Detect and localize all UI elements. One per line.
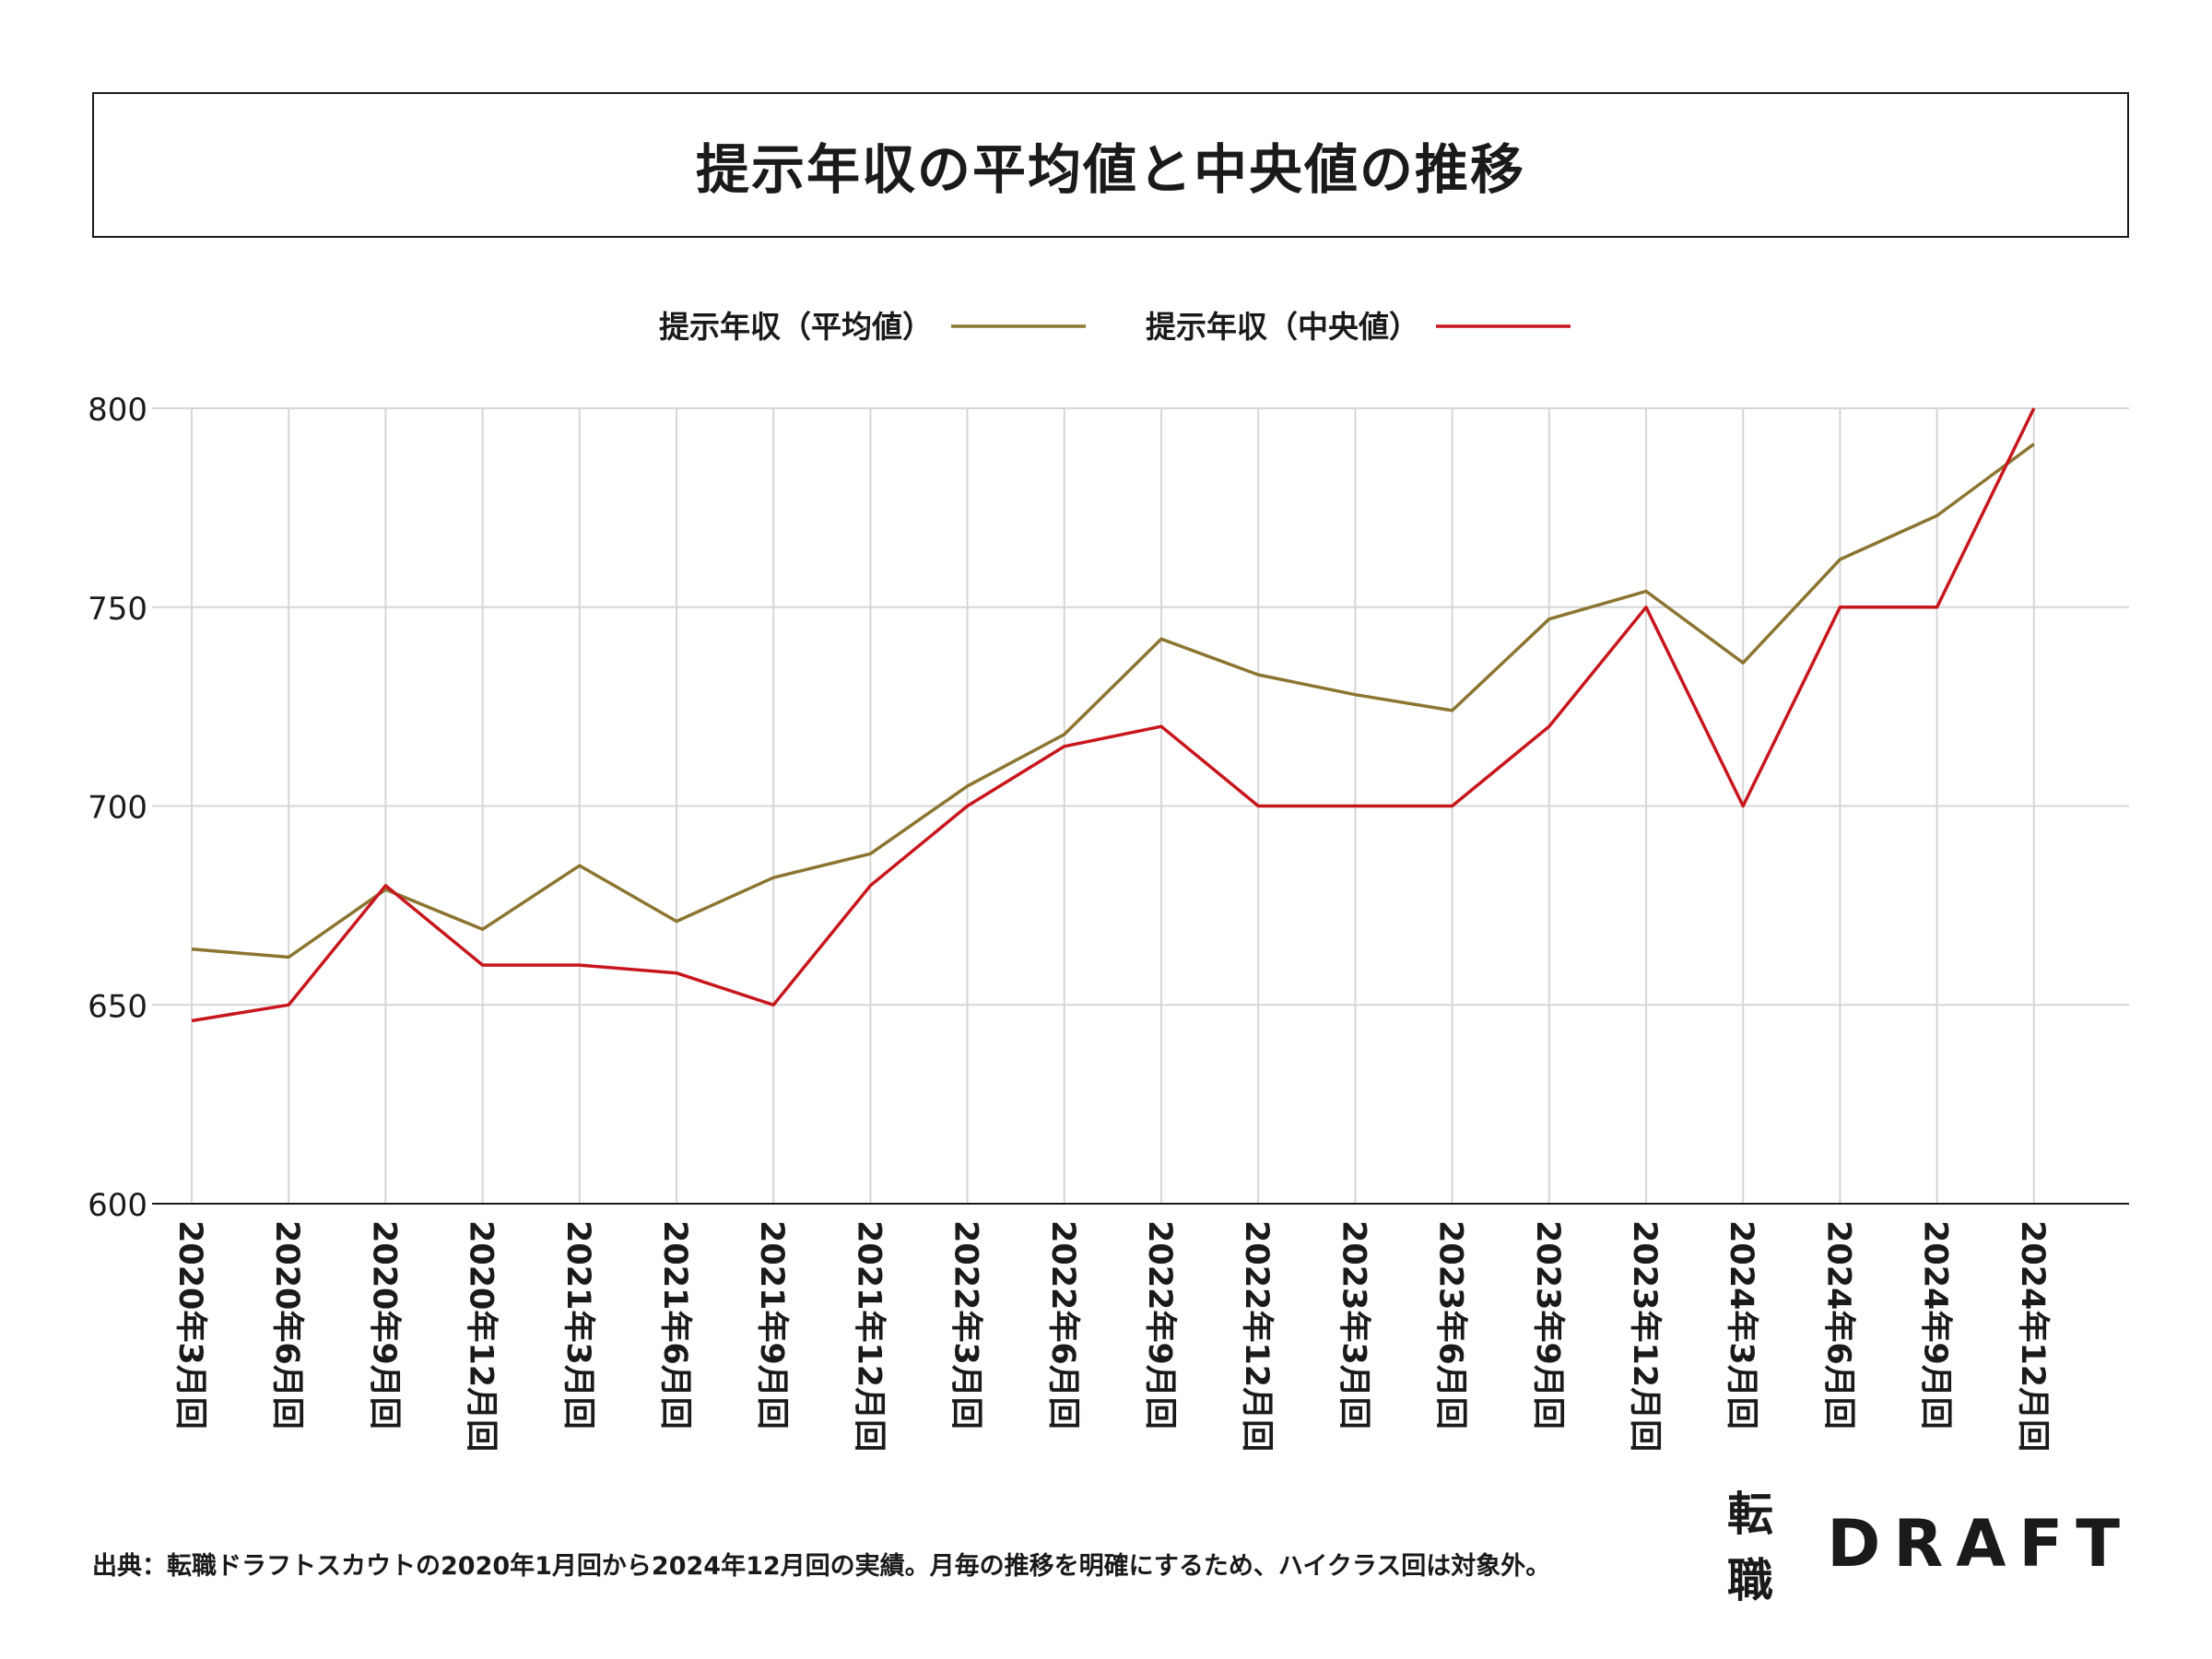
x-tick-label: 2022年9月回 — [1141, 1220, 1178, 1430]
x-tick-label: 2024年12月回 — [2014, 1220, 2051, 1452]
x-tick-label: 2021年3月回 — [559, 1220, 596, 1430]
x-tick-label: 2022年12月回 — [1238, 1220, 1275, 1452]
x-tick-label: 2023年12月回 — [1626, 1220, 1663, 1452]
x-tick-label: 2021年12月回 — [850, 1220, 887, 1452]
x-tick-label: 2021年9月回 — [753, 1220, 790, 1430]
brand-logo: 転職 DRAFT — [1727, 1488, 2133, 1607]
y-tick-label: 800 — [88, 392, 147, 429]
y-tick-label: 750 — [88, 591, 147, 628]
y-tick-label: 600 — [88, 1187, 147, 1224]
x-tick-label: 2021年6月回 — [656, 1220, 693, 1430]
x-tick-label: 2024年6月回 — [1819, 1220, 1856, 1430]
y-tick-label: 650 — [88, 988, 147, 1025]
legend-label: 提示年収（中央値） — [1146, 309, 1419, 345]
x-tick-label: 2024年3月回 — [1723, 1220, 1759, 1430]
y-tick-label: 700 — [88, 790, 147, 827]
x-tick-label: 2022年6月回 — [1044, 1220, 1081, 1430]
logo-en-text: DRAFT — [1827, 1506, 2133, 1582]
x-tick-label: 2023年3月回 — [1335, 1220, 1371, 1430]
title-box: 提示年収の平均値と中央値の推移 — [92, 92, 2129, 238]
x-tick-label: 2024年9月回 — [1917, 1220, 1954, 1430]
series-line-average — [191, 442, 2035, 959]
source-note: 出典：転職ドラフトスカウトの2020年1月回から2024年12月回の実績。月毎の… — [92, 1552, 1551, 1581]
series-line-median — [191, 407, 2036, 1023]
logo-jp-text: 転職 — [1727, 1488, 1777, 1607]
x-tick-label: 2020年6月回 — [268, 1220, 305, 1430]
x-tick-label: 2020年12月回 — [463, 1220, 500, 1452]
x-tick-label: 2020年9月回 — [365, 1220, 402, 1430]
x-tick-label: 2023年9月回 — [1529, 1220, 1566, 1430]
x-tick-label: 2022年3月回 — [947, 1220, 984, 1430]
x-tick-label: 2020年3月回 — [171, 1220, 208, 1430]
x-tick-label: 2023年6月回 — [1432, 1220, 1469, 1430]
chart-title: 提示年収の平均値と中央値の推移 — [695, 138, 1525, 201]
legend-label: 提示年収（平均値） — [659, 309, 933, 345]
